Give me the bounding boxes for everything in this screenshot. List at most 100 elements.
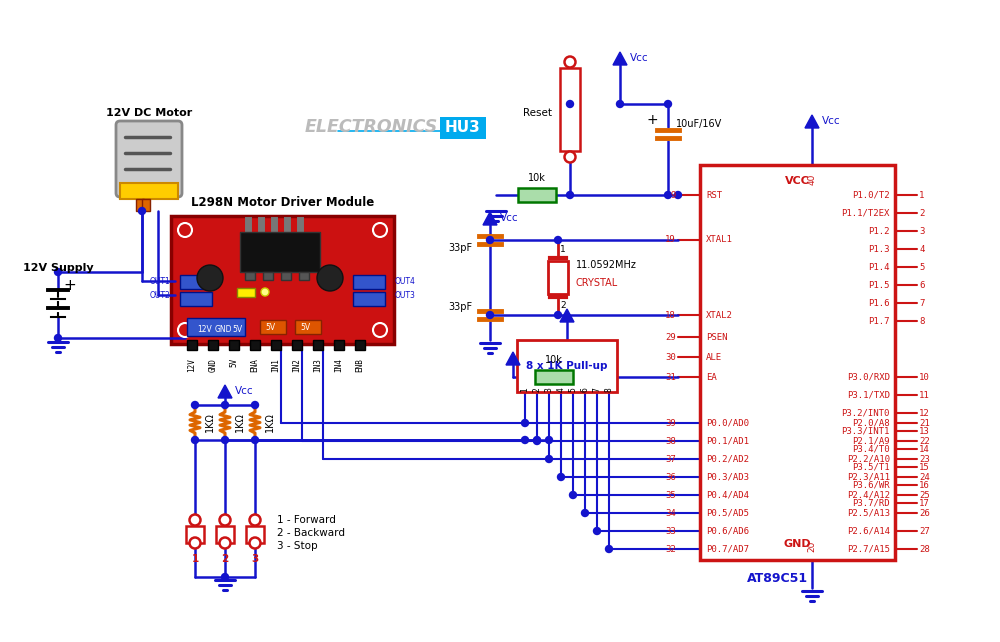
FancyBboxPatch shape (355, 340, 365, 350)
Text: 32: 32 (665, 544, 676, 553)
FancyBboxPatch shape (186, 526, 204, 543)
FancyBboxPatch shape (180, 292, 212, 306)
Text: 8: 8 (604, 387, 614, 392)
Circle shape (197, 265, 223, 291)
Text: 1KΩ: 1KΩ (205, 413, 215, 433)
FancyBboxPatch shape (260, 320, 286, 334)
Text: 1KΩ: 1KΩ (265, 413, 275, 433)
Text: +: + (64, 279, 76, 293)
FancyBboxPatch shape (560, 68, 580, 151)
Text: OUT3: OUT3 (395, 290, 416, 300)
Text: +: + (646, 113, 658, 127)
Text: P1.7: P1.7 (868, 317, 890, 325)
Text: 1: 1 (191, 554, 199, 564)
Circle shape (564, 56, 576, 67)
Text: 13: 13 (919, 426, 930, 435)
Text: OUT1: OUT1 (149, 277, 170, 286)
Polygon shape (805, 115, 819, 128)
Text: P1.1/T2EX: P1.1/T2EX (842, 209, 890, 218)
Text: 1: 1 (520, 387, 530, 392)
Text: 12V: 12V (198, 325, 212, 334)
Circle shape (261, 288, 269, 296)
Circle shape (54, 334, 62, 342)
Text: Vcc: Vcc (523, 353, 542, 363)
Text: P2.4/A12: P2.4/A12 (847, 490, 890, 499)
Text: 31: 31 (665, 372, 676, 381)
FancyBboxPatch shape (216, 526, 234, 543)
FancyBboxPatch shape (237, 288, 255, 297)
Text: 10k: 10k (545, 355, 563, 365)
Text: P2.2/A10: P2.2/A10 (847, 455, 890, 464)
Text: ENB: ENB (356, 358, 364, 372)
Text: 1: 1 (560, 245, 566, 254)
Circle shape (546, 437, 552, 444)
Circle shape (606, 546, 612, 553)
Text: ELECTRONICS: ELECTRONICS (305, 118, 438, 136)
Text: Vcc: Vcc (500, 213, 519, 223)
Text: 3 - Stop: 3 - Stop (277, 541, 318, 551)
Text: HU3: HU3 (445, 121, 481, 135)
Text: OUT4: OUT4 (395, 277, 416, 286)
Text: 5: 5 (919, 263, 924, 272)
FancyBboxPatch shape (187, 340, 197, 350)
Text: PSEN: PSEN (706, 333, 728, 342)
Circle shape (178, 323, 192, 337)
Circle shape (566, 101, 574, 107)
Text: P0.5/AD5: P0.5/AD5 (706, 508, 749, 517)
FancyBboxPatch shape (136, 199, 144, 211)
Text: P1.3: P1.3 (868, 245, 890, 254)
Text: 8 x 1K Pull-up: 8 x 1K Pull-up (526, 361, 608, 371)
FancyBboxPatch shape (313, 340, 323, 350)
Text: 2: 2 (532, 387, 542, 392)
Text: 11: 11 (919, 390, 930, 399)
Text: VCC: VCC (785, 176, 810, 186)
Text: 35: 35 (665, 490, 676, 499)
FancyBboxPatch shape (281, 272, 291, 280)
Circle shape (566, 191, 574, 198)
Circle shape (554, 236, 562, 243)
FancyBboxPatch shape (263, 272, 273, 280)
Polygon shape (483, 212, 497, 225)
Polygon shape (613, 52, 627, 65)
FancyBboxPatch shape (245, 272, 255, 280)
Circle shape (522, 437, 528, 444)
Text: 20: 20 (808, 541, 816, 551)
Text: 10uF/16V: 10uF/16V (676, 119, 722, 129)
Text: GND: GND (208, 358, 218, 372)
Text: Reset: Reset (523, 108, 552, 119)
FancyBboxPatch shape (295, 320, 321, 334)
Text: 3: 3 (544, 387, 554, 392)
Text: Vcc: Vcc (822, 116, 841, 126)
Text: P3.3/INT1: P3.3/INT1 (842, 426, 890, 435)
Text: 2: 2 (919, 209, 924, 218)
Text: 28: 28 (919, 544, 930, 553)
Circle shape (222, 573, 228, 580)
Text: 6: 6 (580, 387, 590, 392)
Circle shape (674, 191, 682, 198)
Circle shape (534, 437, 540, 444)
Circle shape (546, 456, 552, 462)
Text: P2.3/A11: P2.3/A11 (847, 473, 890, 482)
Text: 5V: 5V (265, 324, 275, 333)
Text: P3.0/RXD: P3.0/RXD (847, 372, 890, 381)
Text: 34: 34 (665, 508, 676, 517)
Text: 12: 12 (919, 408, 930, 417)
FancyBboxPatch shape (180, 275, 212, 289)
Polygon shape (218, 385, 232, 398)
Text: 33pF: 33pF (448, 302, 472, 312)
Text: IN1: IN1 (272, 358, 280, 372)
Text: 6: 6 (919, 281, 924, 290)
Text: IN4: IN4 (334, 358, 344, 372)
Circle shape (252, 401, 258, 408)
Text: P1.5: P1.5 (868, 281, 890, 290)
Circle shape (250, 514, 260, 526)
Text: XTAL1: XTAL1 (706, 236, 733, 245)
Text: 12V: 12V (188, 358, 196, 372)
Text: 22: 22 (919, 437, 930, 446)
Text: 18: 18 (665, 311, 676, 320)
Text: GND: GND (214, 325, 232, 334)
Text: 12V DC Motor: 12V DC Motor (106, 108, 192, 118)
Text: 2: 2 (221, 554, 229, 564)
Text: P3.4/T0: P3.4/T0 (852, 444, 890, 453)
FancyBboxPatch shape (250, 340, 260, 350)
